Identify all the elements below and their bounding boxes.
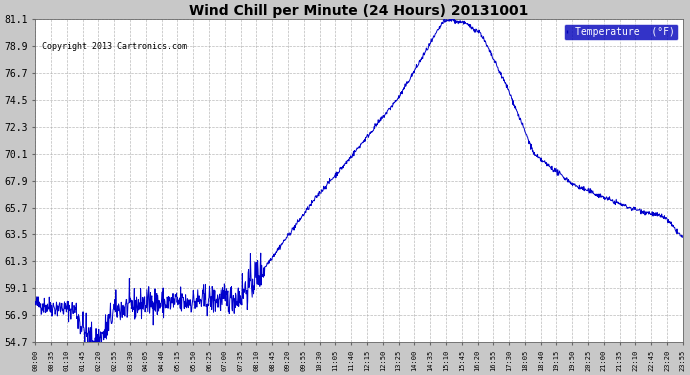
Text: Copyright 2013 Cartronics.com: Copyright 2013 Cartronics.com	[42, 42, 187, 51]
Title: Wind Chill per Minute (24 Hours) 20131001: Wind Chill per Minute (24 Hours) 2013100…	[189, 4, 529, 18]
Legend: Temperature  (°F): Temperature (°F)	[564, 24, 678, 40]
